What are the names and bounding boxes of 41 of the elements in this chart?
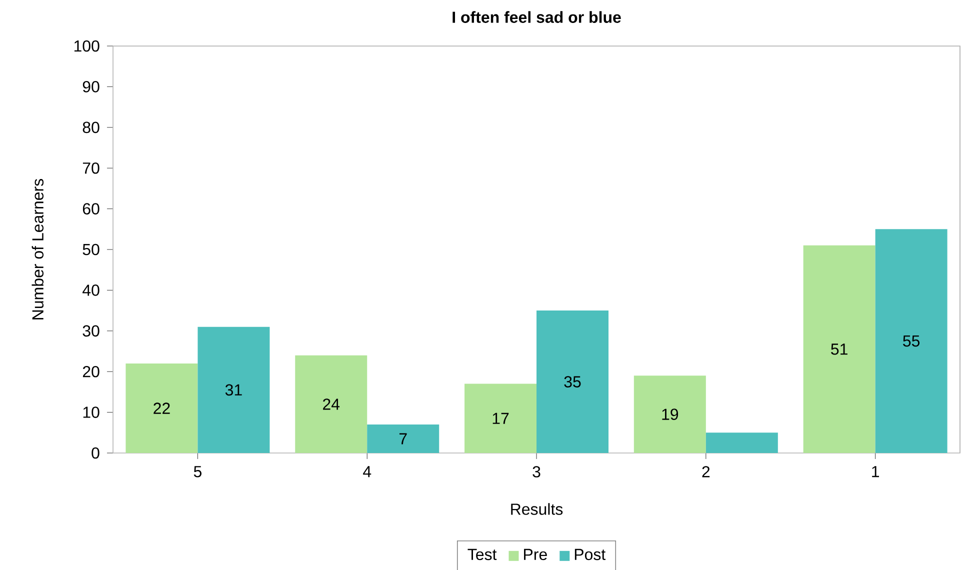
legend-label: Pre <box>524 548 547 560</box>
y-tick-label: 20 <box>82 366 100 378</box>
y-tick-label: 10 <box>83 406 100 418</box>
x-tick-label: 5 <box>194 466 202 478</box>
data-label: 19 <box>662 408 678 420</box>
bar <box>198 326 270 454</box>
x-tick-label: 2 <box>702 466 710 478</box>
y-tick-label: 100 <box>74 40 100 52</box>
y-tick-label: 40 <box>82 284 100 296</box>
bar <box>536 310 609 454</box>
data-label: 35 <box>564 376 581 388</box>
bar <box>706 432 778 454</box>
x-tick-label: 4 <box>363 466 372 478</box>
bar <box>367 424 440 454</box>
legend-title: Test <box>468 548 497 560</box>
y-tick-label: 30 <box>82 325 100 337</box>
data-label: 55 <box>903 335 920 347</box>
y-tick-label: 70 <box>82 162 100 174</box>
data-label: 51 <box>831 344 848 355</box>
data-label: 17 <box>492 412 509 424</box>
bar <box>295 355 368 454</box>
x-tick-label: 1 <box>872 466 879 478</box>
y-axis-title: Number of Learners <box>32 178 44 320</box>
bar <box>634 376 706 454</box>
legend-label: Post <box>574 548 606 560</box>
y-tick-label: 50 <box>82 244 100 256</box>
chart-title: I often feel sad or blue <box>452 11 621 23</box>
x-axis-title: Results <box>511 503 563 515</box>
data-label: 7 <box>399 433 407 444</box>
y-tick-label: 90 <box>82 81 100 92</box>
data-label: 31 <box>225 384 242 396</box>
data-label: 22 <box>154 402 170 414</box>
bar <box>875 229 948 454</box>
y-tick-label: 0 <box>92 447 100 459</box>
y-tick-label: 60 <box>82 203 100 214</box>
x-tick-label: 3 <box>532 466 540 478</box>
y-tick-label: 80 <box>82 122 100 134</box>
data-label: 24 <box>323 398 340 410</box>
bar <box>803 245 876 454</box>
bar <box>464 384 537 454</box>
bar <box>126 363 198 454</box>
